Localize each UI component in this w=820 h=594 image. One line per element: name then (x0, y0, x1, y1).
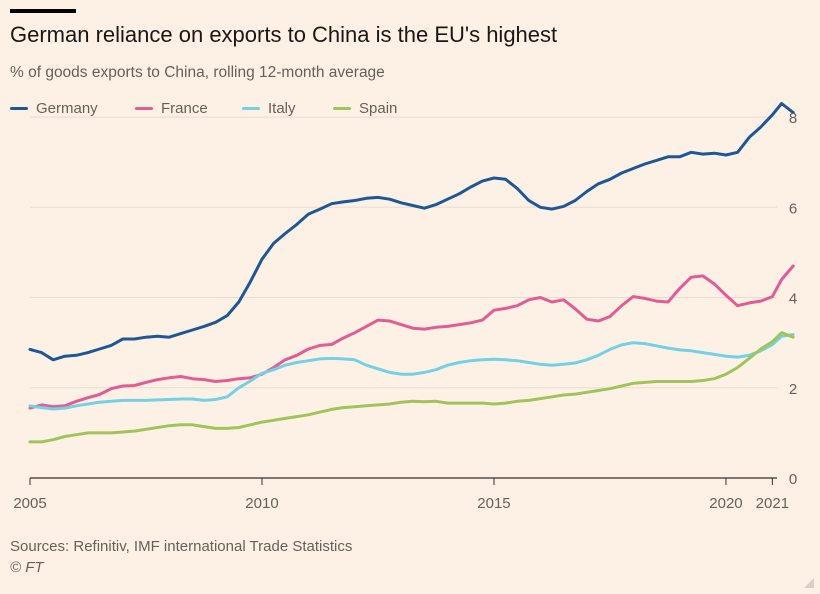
y-tick-label: 4 (789, 291, 797, 308)
credit-note: © FT (10, 559, 44, 576)
axes: 0 2 4 6 8 2005 2010 2015 2020 2021 (13, 110, 797, 512)
x-tick-label: 2021 (756, 495, 789, 512)
legend-label: Germany (36, 100, 98, 117)
y-tick-label: 2 (789, 381, 797, 398)
y-tick-label: 8 (789, 110, 797, 127)
series-line-italy (28, 333, 795, 411)
series-line-germany (28, 102, 795, 362)
source-note: Sources: Refinitiv, IMF international Tr… (10, 538, 353, 555)
legend-item-spain: Spain (333, 100, 397, 117)
legend-label: Italy (268, 100, 296, 117)
grid (30, 116, 777, 389)
legend-swatch (10, 107, 28, 110)
legend-swatch (333, 107, 351, 110)
legend-item-italy: Italy (242, 100, 296, 117)
series-line-france (28, 264, 795, 410)
chart-subtitle: % of goods exports to China, rolling 12-… (10, 64, 385, 81)
legend-item-germany: Germany (10, 100, 98, 117)
x-tick-label: 2005 (13, 495, 46, 512)
y-tick-label: 0 (789, 471, 797, 488)
series-lines (28, 102, 795, 444)
legend-item-france: France (135, 100, 208, 117)
series-line-spain (28, 331, 795, 444)
y-tick-label: 6 (789, 200, 797, 217)
brand-bar (10, 9, 76, 13)
legend-swatch (242, 107, 260, 110)
x-tick-label: 2010 (245, 495, 278, 512)
legend-swatch (135, 107, 153, 110)
chart-title: German reliance on exports to China is t… (10, 22, 558, 47)
legend-label: Spain (359, 100, 398, 117)
x-tick-label: 2020 (709, 495, 742, 512)
x-tick-label: 2015 (477, 495, 510, 512)
resize-handle-icon (804, 578, 814, 588)
legend-label: France (161, 100, 208, 117)
